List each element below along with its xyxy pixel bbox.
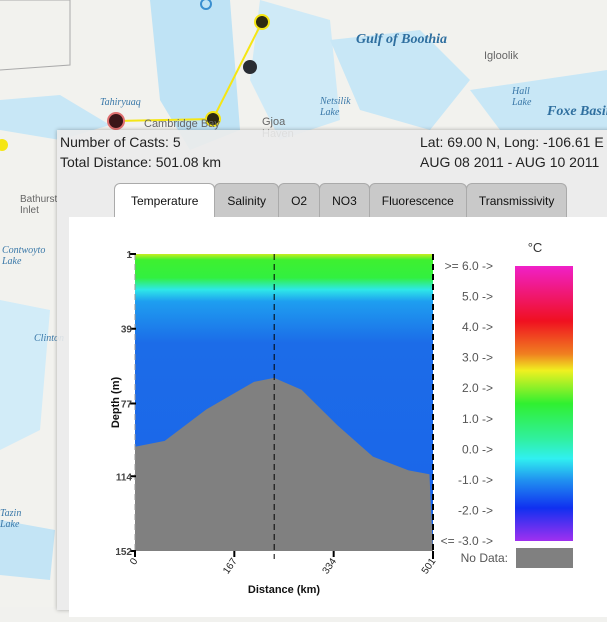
map-label: Hall Lake (512, 86, 532, 108)
colorbar-unit: °C (528, 240, 543, 255)
colorbar-label: 0.0 -> (462, 442, 493, 456)
y-tick-label: 1 (126, 250, 132, 261)
colorbar-label: 5.0 -> (462, 290, 493, 304)
tab-fluorescence[interactable]: Fluorescence (368, 183, 467, 218)
colorbar (515, 266, 573, 541)
lat-long: Lat: 69.00 N, Long: -106.61 E (420, 134, 604, 150)
map-label: Contwoyto Lake (2, 245, 46, 267)
y-axis-label: Depth (m) (110, 377, 122, 429)
tab-salinity[interactable]: Salinity (214, 183, 280, 218)
x-tick-label: 501 (420, 556, 439, 576)
seafloor-no-data (135, 377, 433, 551)
cast-marker[interactable] (254, 14, 270, 30)
x-tick-label: 167 (221, 556, 240, 576)
tab-o2[interactable]: O2 (278, 183, 321, 218)
x-tick-label: 0 (128, 556, 140, 567)
x-axis-label: Distance (km) (248, 584, 320, 596)
no-data-label: No Data: (461, 551, 508, 565)
map-label: Gulf of Boothia (356, 32, 448, 47)
cast-marker-selected[interactable] (107, 112, 125, 130)
colorbar-label: 4.0 -> (462, 320, 493, 334)
x-tick-label: 334 (321, 556, 340, 576)
marker-icon[interactable] (200, 0, 212, 10)
cast-marker[interactable] (205, 111, 221, 127)
map-label: Tahiryuaq (100, 97, 141, 108)
y-tick-label: 114 (116, 472, 133, 483)
colorbar-label: -2.0 -> (458, 503, 493, 517)
tab-transmissivity[interactable]: Transmissivity (465, 183, 568, 218)
y-tick-label: 39 (121, 325, 133, 336)
map-label: Netsilik Lake (320, 96, 351, 118)
date-range: AUG 08 2011 - AUG 10 2011 (420, 154, 600, 170)
map-label: Tazin Lake (0, 508, 22, 530)
map-label: Clinton (34, 333, 65, 344)
tab-no3[interactable]: NO3 (319, 183, 370, 218)
colorbar-label: <= -3.0 -> (441, 534, 493, 548)
section-panel: Number of Casts: 5 Total Distance: 501.0… (57, 130, 607, 617)
map-label: Igloolik (484, 50, 519, 62)
map-label: Bathurst Inlet (20, 194, 58, 216)
colorbar-label: 3.0 -> (462, 351, 493, 365)
cast-marker[interactable] (243, 60, 257, 74)
y-tick-label: 77 (121, 399, 133, 410)
chart-area: 1 39 77 114 152 0 167 334 501 Distance (km) Depth … (69, 217, 607, 617)
y-tick-label: 152 (115, 547, 132, 558)
tab-temperature[interactable]: Temperature (114, 183, 216, 218)
colorbar-label: >= 6.0 -> (445, 259, 493, 273)
map-label: Foxe Basin (547, 104, 607, 119)
colorbar-label: 2.0 -> (462, 381, 493, 395)
colorbar-label: 1.0 -> (462, 412, 493, 426)
no-data-swatch (516, 548, 573, 568)
number-of-casts: Number of Casts: 5 (60, 134, 181, 150)
total-distance: Total Distance: 501.08 km (60, 154, 222, 170)
map-label: Cambridge Bay (144, 118, 220, 130)
colorbar-label: -1.0 -> (458, 473, 493, 487)
tab-bar: Temperature Salinity O2 NO3 Fluorescence… (114, 183, 568, 218)
